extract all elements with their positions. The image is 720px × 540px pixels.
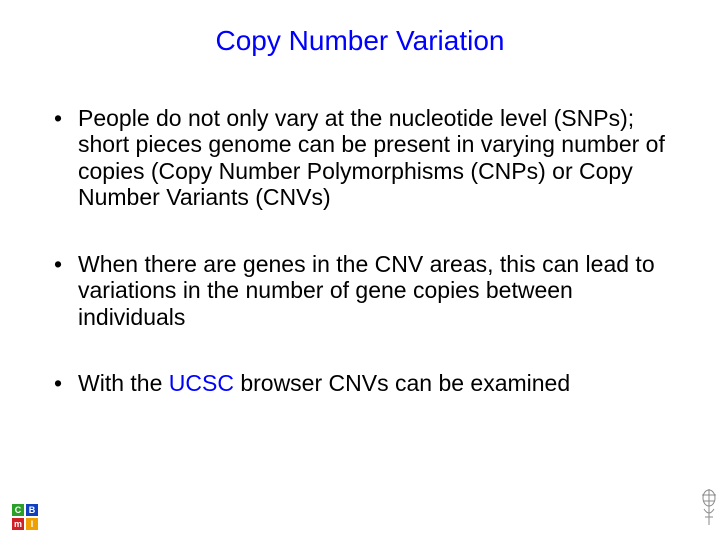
bullet-item: With the UCSC browser CNVs can be examin…: [54, 370, 666, 396]
crest-icon: [698, 487, 720, 532]
logo-cell-i: I: [26, 518, 38, 530]
slide-title: Copy Number Variation: [54, 25, 666, 57]
bullet-item: When there are genes in the CNV areas, t…: [54, 251, 666, 330]
bullet-list: People do not only vary at the nucleotid…: [54, 105, 666, 397]
bullet-item: People do not only vary at the nucleotid…: [54, 105, 666, 211]
logo-cell-b: B: [26, 504, 38, 516]
bullet-text-suffix: browser CNVs can be examined: [234, 370, 570, 396]
logo-cell-m: m: [12, 518, 24, 530]
bullet-text: People do not only vary at the nucleotid…: [78, 105, 665, 210]
cbmi-logo: C B m I: [12, 504, 38, 530]
logo-cell-c: C: [12, 504, 24, 516]
bullet-text: When there are genes in the CNV areas, t…: [78, 251, 655, 330]
bullet-text-prefix: With the: [78, 370, 169, 396]
ucsc-link[interactable]: UCSC: [169, 370, 234, 396]
slide: Copy Number Variation People do not only…: [0, 0, 720, 540]
